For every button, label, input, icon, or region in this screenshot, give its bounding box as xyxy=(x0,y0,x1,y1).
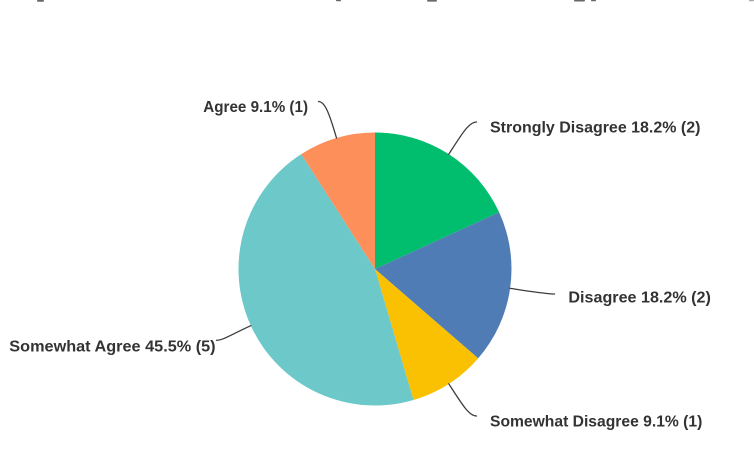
svg-text:Agree 9.1% (1): Agree 9.1% (1) xyxy=(203,99,308,116)
svg-text:Somewhat Agree 45.5% (5): Somewhat Agree 45.5% (5) xyxy=(9,338,215,355)
svg-text:Strongly Disagree 18.2% (2): Strongly Disagree 18.2% (2) xyxy=(490,119,700,136)
svg-text:Disagree 18.2% (2): Disagree 18.2% (2) xyxy=(568,290,711,307)
svg-text:Somewhat Disagree 9.1% (1): Somewhat Disagree 9.1% (1) xyxy=(490,413,702,430)
